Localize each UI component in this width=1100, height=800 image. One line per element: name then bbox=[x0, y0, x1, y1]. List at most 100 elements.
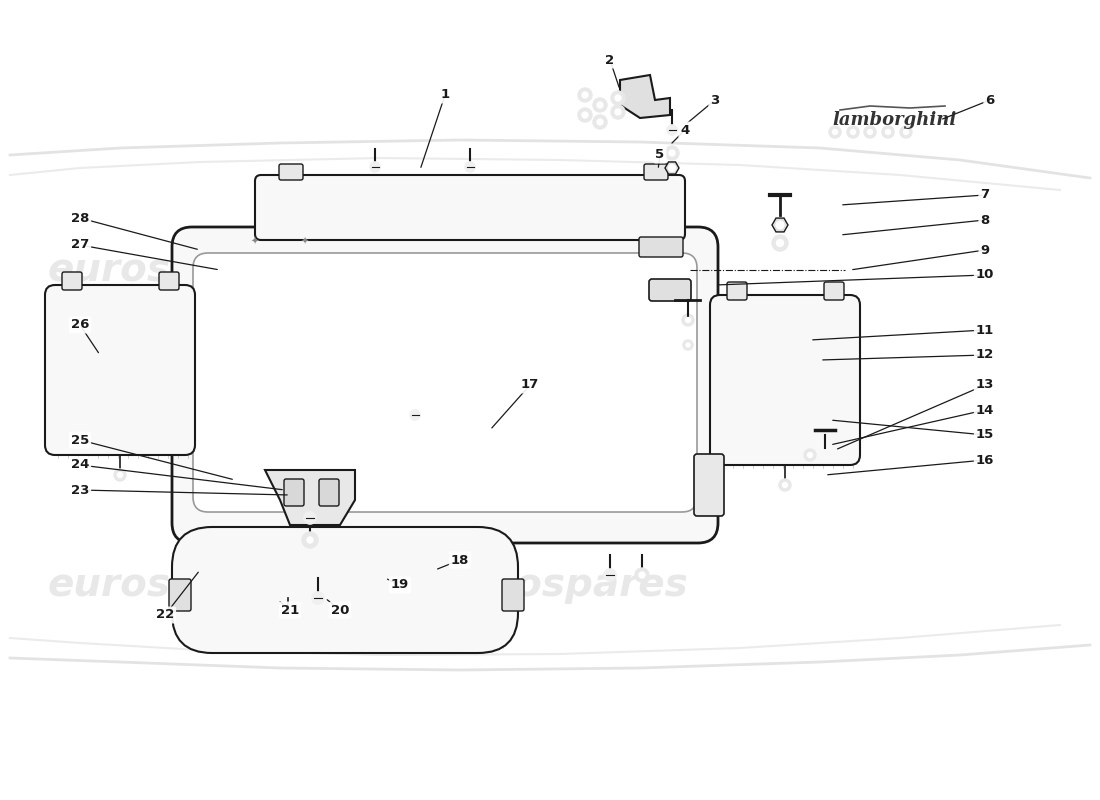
Circle shape bbox=[312, 592, 324, 604]
Text: 28: 28 bbox=[70, 211, 89, 225]
Circle shape bbox=[776, 221, 784, 229]
Circle shape bbox=[118, 473, 122, 478]
Text: 2: 2 bbox=[605, 54, 615, 66]
Text: 6: 6 bbox=[986, 94, 994, 106]
Text: 3: 3 bbox=[711, 94, 719, 106]
Text: 15: 15 bbox=[976, 429, 994, 442]
Text: lamborghini: lamborghini bbox=[833, 111, 957, 129]
FancyBboxPatch shape bbox=[727, 282, 747, 300]
Text: 26: 26 bbox=[70, 318, 89, 331]
FancyBboxPatch shape bbox=[710, 295, 860, 465]
Text: 4: 4 bbox=[681, 123, 690, 137]
Circle shape bbox=[578, 88, 592, 102]
Polygon shape bbox=[620, 75, 670, 118]
Text: 13: 13 bbox=[976, 378, 994, 391]
Circle shape bbox=[635, 568, 649, 582]
FancyBboxPatch shape bbox=[639, 237, 683, 257]
Text: eurospares: eurospares bbox=[47, 566, 293, 604]
Text: 8: 8 bbox=[980, 214, 990, 226]
Text: ✦: ✦ bbox=[301, 237, 309, 247]
Text: 9: 9 bbox=[980, 243, 990, 257]
Circle shape bbox=[682, 314, 694, 326]
FancyBboxPatch shape bbox=[172, 227, 718, 543]
Circle shape bbox=[782, 482, 788, 487]
FancyBboxPatch shape bbox=[644, 164, 668, 180]
Circle shape bbox=[833, 130, 837, 134]
Text: 25: 25 bbox=[70, 434, 89, 446]
Circle shape bbox=[868, 130, 872, 134]
FancyBboxPatch shape bbox=[279, 164, 302, 180]
FancyBboxPatch shape bbox=[319, 479, 339, 506]
Circle shape bbox=[582, 92, 588, 98]
Text: 20: 20 bbox=[331, 603, 349, 617]
Circle shape bbox=[465, 162, 475, 172]
FancyBboxPatch shape bbox=[62, 272, 82, 290]
Circle shape bbox=[593, 115, 607, 129]
Circle shape bbox=[114, 469, 126, 481]
Circle shape bbox=[886, 130, 891, 134]
FancyBboxPatch shape bbox=[45, 285, 195, 455]
Circle shape bbox=[304, 512, 316, 524]
Circle shape bbox=[804, 449, 816, 461]
Circle shape bbox=[615, 109, 622, 115]
Circle shape bbox=[686, 343, 690, 347]
Text: 19: 19 bbox=[390, 578, 409, 591]
Text: 17: 17 bbox=[521, 378, 539, 391]
Circle shape bbox=[604, 569, 616, 581]
Circle shape bbox=[582, 112, 588, 118]
Text: 1: 1 bbox=[440, 89, 450, 102]
Text: 23: 23 bbox=[70, 483, 89, 497]
FancyBboxPatch shape bbox=[502, 579, 524, 611]
Text: 22: 22 bbox=[156, 609, 174, 622]
FancyBboxPatch shape bbox=[824, 282, 844, 300]
Circle shape bbox=[578, 108, 592, 122]
Circle shape bbox=[900, 126, 912, 138]
Text: 12: 12 bbox=[976, 349, 994, 362]
Circle shape bbox=[807, 453, 813, 458]
Text: 10: 10 bbox=[976, 269, 994, 282]
Text: 7: 7 bbox=[980, 189, 990, 202]
Circle shape bbox=[882, 126, 894, 138]
Circle shape bbox=[597, 102, 603, 108]
Text: eurospares: eurospares bbox=[442, 566, 688, 604]
Circle shape bbox=[667, 125, 676, 135]
Circle shape bbox=[410, 410, 420, 420]
Circle shape bbox=[307, 537, 314, 543]
Text: 24: 24 bbox=[70, 458, 89, 471]
Circle shape bbox=[610, 91, 625, 105]
Text: 14: 14 bbox=[976, 403, 994, 417]
Circle shape bbox=[847, 126, 859, 138]
Text: 5: 5 bbox=[656, 149, 664, 162]
Text: 27: 27 bbox=[70, 238, 89, 251]
Polygon shape bbox=[265, 470, 355, 525]
Text: 11: 11 bbox=[976, 323, 994, 337]
FancyBboxPatch shape bbox=[284, 479, 304, 506]
Circle shape bbox=[639, 572, 645, 578]
Text: eurospares: eurospares bbox=[442, 251, 688, 289]
Text: eurospares: eurospares bbox=[47, 251, 293, 289]
Circle shape bbox=[666, 146, 679, 160]
Circle shape bbox=[777, 239, 783, 246]
Circle shape bbox=[370, 162, 379, 172]
Circle shape bbox=[593, 98, 607, 112]
Text: ✦: ✦ bbox=[251, 237, 260, 247]
Polygon shape bbox=[772, 218, 788, 232]
Circle shape bbox=[669, 165, 675, 171]
Circle shape bbox=[850, 130, 856, 134]
Polygon shape bbox=[666, 162, 679, 174]
Circle shape bbox=[772, 235, 788, 251]
Circle shape bbox=[903, 130, 909, 134]
Circle shape bbox=[615, 95, 622, 101]
FancyBboxPatch shape bbox=[649, 279, 691, 301]
FancyBboxPatch shape bbox=[172, 527, 518, 653]
Circle shape bbox=[864, 126, 876, 138]
FancyBboxPatch shape bbox=[255, 175, 685, 240]
Circle shape bbox=[683, 340, 693, 350]
Circle shape bbox=[610, 105, 625, 119]
Circle shape bbox=[302, 532, 318, 548]
FancyBboxPatch shape bbox=[160, 272, 179, 290]
Circle shape bbox=[597, 119, 603, 125]
Circle shape bbox=[779, 479, 791, 491]
FancyBboxPatch shape bbox=[169, 579, 191, 611]
FancyBboxPatch shape bbox=[694, 454, 724, 516]
